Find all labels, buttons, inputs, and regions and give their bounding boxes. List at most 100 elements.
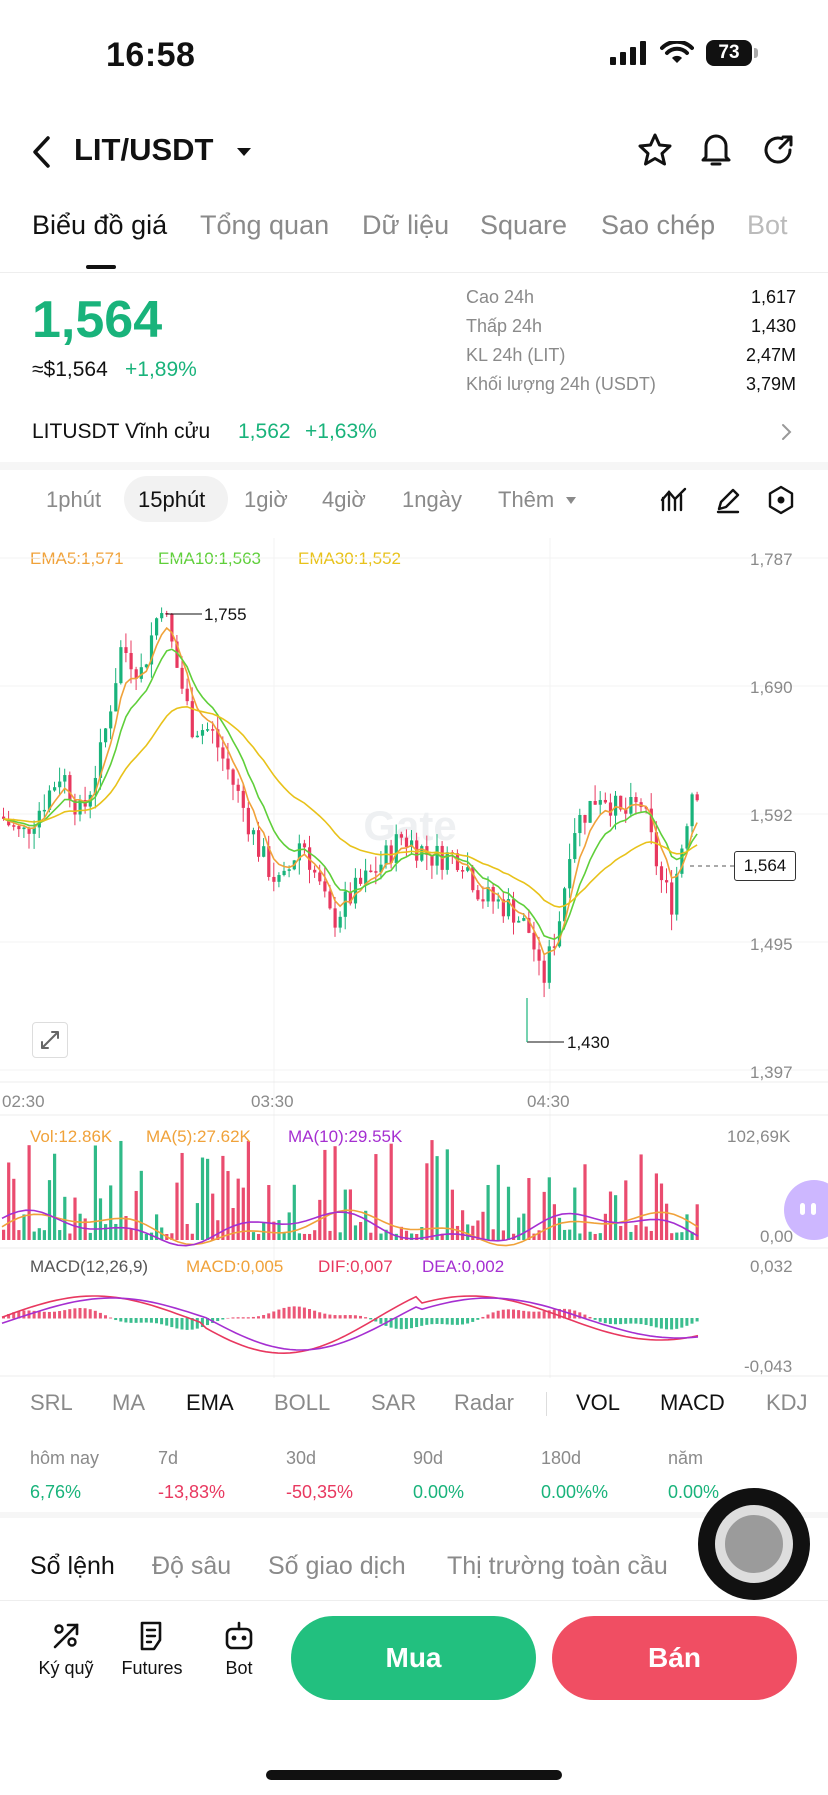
macd-histogram-bar [593,1318,597,1320]
macd-histogram-bar [175,1318,179,1329]
volume-bar [221,1155,225,1240]
volume-bar [308,1233,312,1240]
sell-button[interactable]: Bán [552,1616,797,1700]
candle [297,843,301,861]
volume-bar [552,1204,556,1240]
x-tick: 03:30 [251,1092,294,1111]
settings-hexagon-icon[interactable] [767,485,795,515]
volume-bar [63,1196,67,1240]
indicator-tab-ma[interactable]: MA [112,1390,145,1415]
share-icon[interactable] [760,132,796,168]
floating-assistive-button[interactable] [698,1488,810,1600]
macd-histogram-bar [624,1318,628,1324]
volume-bar [384,1229,388,1240]
volume-bar [654,1173,658,1240]
price-chart[interactable]: Gate [0,538,828,1380]
candle [364,870,368,884]
star-icon[interactable] [637,132,673,168]
chevron-down-icon[interactable] [236,146,252,158]
y-tick: 1,495 [750,935,793,954]
candle [124,647,128,653]
indicator-icon[interactable] [660,486,688,514]
macd-histogram-bar [119,1318,123,1322]
macd-histogram-bar [114,1318,118,1321]
indicator-tab-kdj[interactable]: KDJ [766,1390,808,1415]
macd-histogram-bar [644,1318,648,1325]
indicator-tab-boll[interactable]: BOLL [274,1390,331,1415]
volume-max: 102,69K [727,1127,791,1146]
back-arrow-icon[interactable] [30,134,54,170]
macd-histogram-bar [496,1310,500,1319]
margin-button[interactable]: Ký quỹ [26,1620,106,1679]
tab-depth[interactable]: Độ sâu [152,1552,232,1580]
candle [200,730,205,736]
tab-trades[interactable]: Số giao dịch [268,1552,406,1580]
volume-bar [195,1203,199,1240]
macd-histogram-bar [670,1318,674,1330]
perpetual-label: LITUSDT Vĩnh cửu [32,420,211,443]
tab-bot[interactable]: Bot [747,210,788,240]
bot-button[interactable]: Bot [199,1620,279,1679]
macd-histogram-bar [527,1311,531,1319]
indicator-tab-macd[interactable]: MACD [660,1390,725,1415]
indicator-tab-ema[interactable]: EMA [186,1390,234,1415]
tab-order-book[interactable]: Sổ lệnh [30,1552,115,1580]
volume-ma10-line [1,1209,699,1247]
timeframe-4h[interactable]: 4giờ [322,487,366,512]
pencil-icon[interactable] [714,486,742,514]
high-marker-label: 1,755 [204,605,247,624]
indicator-tab-sar[interactable]: SAR [371,1390,417,1415]
candle [231,769,235,785]
volume-bar [649,1230,653,1240]
candle [593,801,597,805]
macd-histogram-bar [323,1313,327,1319]
candle [563,888,567,922]
expand-chart-button[interactable] [32,1022,68,1058]
macd-histogram-bar [685,1318,689,1326]
assistant-side-button[interactable] [784,1180,828,1240]
candle [221,747,225,759]
tab-overview[interactable]: Tổng quan [200,210,330,240]
macd-histogram-bar [22,1310,26,1319]
volume-bar [471,1225,475,1240]
indicator-tab-vol[interactable]: VOL [576,1390,621,1415]
candle [175,641,179,668]
timeframe-1m[interactable]: 1phút [46,487,102,512]
candle [246,807,250,835]
volume-bar [144,1233,148,1240]
timeframe-15m[interactable]: 15phút [138,487,206,512]
candle [190,701,194,738]
tab-price-chart[interactable]: Biểu đồ giá [32,210,168,240]
candle [501,899,505,917]
tab-copy-trading[interactable]: Sao chép [601,210,716,240]
candle [619,795,623,810]
volume-bar [267,1185,271,1240]
signal-icon [610,41,646,65]
candle [119,647,123,684]
macd-histogram-bar [68,1309,72,1319]
pair-title[interactable]: LIT/USDT [74,132,214,167]
timeframe-1h[interactable]: 1giờ [244,487,288,512]
macd-histogram-bar [481,1316,485,1319]
macd-histogram-bar [425,1318,429,1325]
candle [241,790,245,808]
indicator-tab-srl[interactable]: SRL [30,1390,73,1415]
perf-value: -50,35% [286,1482,354,1502]
tab-data[interactable]: Dữ liệu [362,210,450,240]
timeframe-more[interactable]: Thêm [498,487,555,512]
candle [58,781,62,788]
timeframe-1d[interactable]: 1ngày [402,487,462,512]
volume-bar [598,1233,602,1240]
tab-square[interactable]: Square [480,210,568,240]
macd-histogram-bar [246,1317,250,1319]
macd-histogram-bar [277,1309,281,1319]
macd-histogram-bar [170,1318,174,1328]
volume-bar [542,1191,546,1240]
indicator-tab-radar[interactable]: Radar [454,1390,514,1415]
tab-global-market[interactable]: Thị trường toàn cầu [447,1552,668,1580]
caret-down-icon[interactable] [566,497,576,505]
bell-icon[interactable] [698,130,734,168]
futures-button[interactable]: Futures [112,1620,192,1679]
buy-button[interactable]: Mua [291,1616,536,1700]
candle [659,866,664,881]
